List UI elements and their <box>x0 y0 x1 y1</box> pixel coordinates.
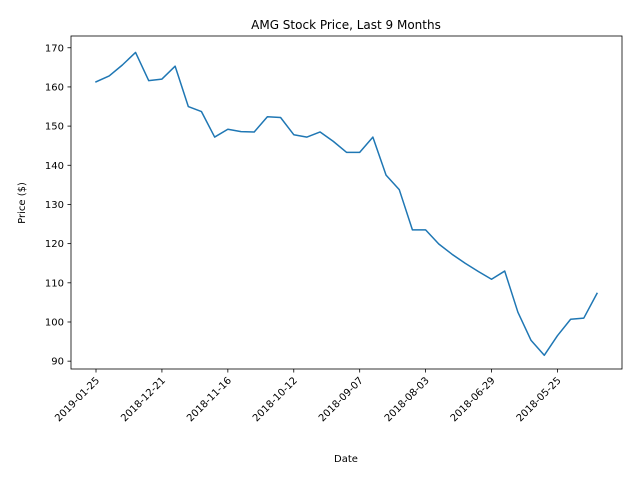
y-tick-label: 90 <box>51 357 64 368</box>
y-tick-label: 160 <box>45 82 64 93</box>
y-axis: 90 100 110 120 130 140 150 160 170 <box>45 43 71 368</box>
y-axis-title: Price ($) <box>17 182 28 224</box>
plot-area <box>95 51 599 357</box>
y-tick-label: 110 <box>45 278 64 289</box>
x-axis-title: Date <box>334 454 358 465</box>
y-tick-label: 140 <box>45 161 64 172</box>
y-tick-label: 150 <box>45 122 64 133</box>
chart-title: AMG Stock Price, Last 9 Months <box>251 18 441 32</box>
plot-frame <box>70 35 623 370</box>
y-tick-label: 170 <box>45 43 64 54</box>
y-tick-label: 120 <box>45 239 64 250</box>
y-tick-label: 100 <box>45 317 64 328</box>
series-line <box>95 51 599 357</box>
y-tick-label: 130 <box>45 200 64 211</box>
